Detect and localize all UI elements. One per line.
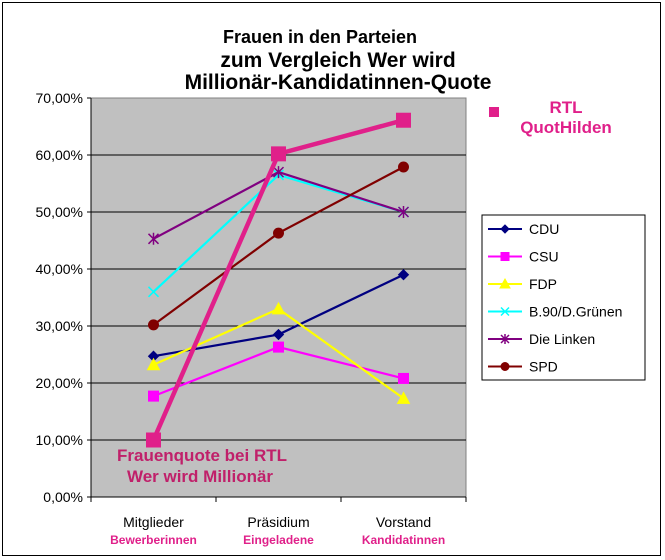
series-Die Linken bbox=[147, 166, 410, 245]
legend-item: B.90/D.Grünen bbox=[488, 304, 622, 320]
series-lines bbox=[146, 112, 411, 448]
data-point bbox=[398, 372, 409, 384]
legend-item: Die Linken bbox=[488, 331, 595, 347]
x-tick-label: Präsidium bbox=[247, 514, 309, 530]
data-point bbox=[396, 391, 411, 404]
data-point bbox=[273, 227, 284, 239]
y-axis: 0,00% 10,00% 20,00% 30,00% 40,00% 50,00% 60,00… bbox=[36, 90, 466, 505]
legend-item: SPD bbox=[488, 359, 558, 375]
data-point bbox=[147, 286, 160, 298]
annotation-line-1: Frauenquote bei RTL bbox=[117, 446, 287, 465]
annotation-line-2: Wer wird Millionär bbox=[127, 467, 273, 486]
data-point bbox=[148, 390, 159, 402]
data-point bbox=[397, 268, 410, 281]
legend-item: CDU bbox=[488, 221, 559, 237]
legend: CDU CSU FDP B.90/D.Grünen Die Linken SPD bbox=[488, 221, 622, 375]
data-point bbox=[146, 357, 161, 371]
data-point bbox=[148, 319, 159, 331]
legend-label: B.90/D.Grünen bbox=[529, 304, 622, 320]
x-tick-label: Vorstand bbox=[376, 514, 431, 530]
y-tick-label: 10,00% bbox=[36, 432, 83, 448]
series-SPD bbox=[148, 161, 409, 331]
data-point bbox=[500, 252, 510, 261]
legend-label: CDU bbox=[529, 221, 559, 237]
data-point bbox=[272, 328, 285, 341]
legend-label: Die Linken bbox=[529, 331, 595, 347]
y-tick-label: 70,00% bbox=[36, 90, 83, 106]
data-point bbox=[146, 432, 161, 448]
data-point bbox=[147, 232, 160, 245]
data-point bbox=[500, 306, 510, 317]
legend-label: FDP bbox=[529, 276, 557, 292]
data-point bbox=[500, 224, 510, 234]
y-tick-label: 30,00% bbox=[36, 318, 83, 334]
chart-title-line-1: Frauen in den Parteien bbox=[223, 27, 417, 47]
data-point bbox=[500, 334, 510, 344]
data-point bbox=[271, 146, 286, 162]
data-point bbox=[272, 166, 285, 179]
x-tick-sublabel: Bewerberinnen bbox=[110, 533, 197, 547]
y-tick-label: 0,00% bbox=[43, 489, 83, 505]
y-tick-label: 20,00% bbox=[36, 375, 83, 391]
data-point bbox=[273, 341, 284, 353]
legend-box bbox=[481, 214, 646, 381]
rtl-legend-line-1: RTL bbox=[549, 98, 582, 117]
y-tick-label: 60,00% bbox=[36, 147, 83, 163]
data-point bbox=[397, 206, 410, 218]
y-tick-label: 40,00% bbox=[36, 261, 83, 277]
legend-item: FDP bbox=[488, 276, 557, 292]
chart-title-line-2: zum Vergleich Wer wird bbox=[220, 49, 455, 72]
data-point bbox=[499, 277, 511, 289]
x-tick-sublabel: Kandidatinnen bbox=[362, 533, 445, 547]
data-point bbox=[398, 161, 409, 173]
legend-item: CSU bbox=[488, 249, 559, 265]
chart-title-line-3: Millionär-Kandidatinnen-Quote bbox=[185, 71, 492, 94]
data-point bbox=[396, 112, 411, 128]
rtl-legend-marker bbox=[489, 107, 499, 117]
data-point bbox=[271, 301, 286, 315]
y-tick-label: 50,00% bbox=[36, 204, 83, 220]
data-point bbox=[500, 362, 510, 371]
x-axis: Mitglieder Bewerberinnen Präsidium Eingelad… bbox=[90, 497, 467, 547]
x-tick-label: Mitglieder bbox=[123, 514, 184, 530]
x-tick-sublabel: Eingeladene bbox=[243, 533, 314, 547]
rtl-legend-line-2: QuotHilden bbox=[520, 118, 612, 137]
legend-label: SPD bbox=[529, 359, 558, 375]
series-rtl bbox=[146, 112, 411, 448]
legend-label: CSU bbox=[529, 249, 559, 265]
